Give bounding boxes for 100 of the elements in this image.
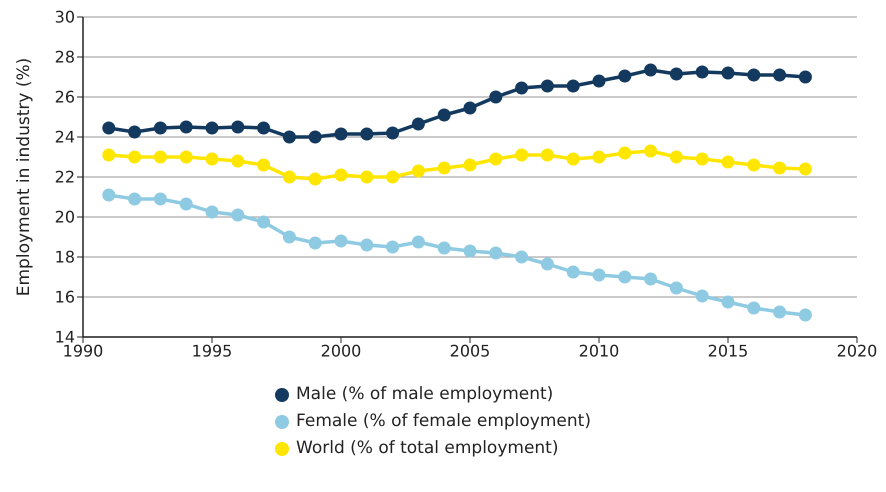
point bbox=[438, 162, 451, 174]
point bbox=[489, 90, 502, 104]
point bbox=[180, 198, 193, 210]
point bbox=[128, 126, 142, 138]
point bbox=[747, 302, 760, 314]
legend-label: Female (% of female employment) bbox=[296, 410, 591, 433]
point bbox=[592, 268, 606, 282]
point bbox=[515, 250, 528, 264]
point bbox=[257, 216, 270, 228]
point bbox=[540, 148, 554, 162]
point bbox=[644, 272, 658, 286]
x-tick-label: 2000 bbox=[320, 341, 362, 360]
point bbox=[231, 154, 244, 168]
point bbox=[696, 152, 709, 166]
point bbox=[464, 158, 476, 172]
point bbox=[438, 108, 451, 122]
point bbox=[102, 122, 116, 134]
point bbox=[618, 270, 632, 284]
point bbox=[722, 66, 734, 80]
point bbox=[747, 158, 760, 172]
point bbox=[696, 290, 709, 302]
point bbox=[386, 126, 400, 140]
point bbox=[102, 188, 116, 202]
point bbox=[360, 170, 374, 184]
point bbox=[231, 208, 244, 222]
point bbox=[670, 150, 683, 164]
point bbox=[773, 162, 786, 174]
y-tick-label: 16 bbox=[54, 288, 75, 307]
point bbox=[257, 122, 270, 134]
point bbox=[696, 66, 709, 78]
point bbox=[592, 150, 606, 164]
point bbox=[154, 150, 167, 164]
point bbox=[334, 168, 348, 182]
point bbox=[308, 236, 322, 250]
point bbox=[231, 120, 244, 134]
point bbox=[644, 64, 658, 76]
x-tick-label: 2005 bbox=[450, 341, 490, 360]
point bbox=[798, 308, 812, 322]
point bbox=[257, 158, 270, 172]
point bbox=[308, 130, 322, 144]
legend-label: Male (% of male employment) bbox=[296, 383, 554, 406]
point bbox=[180, 120, 193, 134]
point bbox=[334, 128, 348, 140]
legend-label: World (% of total employment) bbox=[296, 437, 558, 460]
point bbox=[773, 306, 786, 318]
point bbox=[618, 70, 632, 82]
point bbox=[386, 240, 400, 254]
point bbox=[438, 242, 451, 254]
point bbox=[722, 156, 734, 168]
x-tick-label: 2010 bbox=[578, 341, 620, 360]
point bbox=[412, 118, 425, 130]
point bbox=[540, 258, 554, 270]
point bbox=[334, 234, 348, 248]
point bbox=[566, 152, 580, 166]
point bbox=[670, 282, 683, 294]
point bbox=[566, 266, 580, 278]
point bbox=[592, 74, 606, 88]
point bbox=[206, 122, 218, 134]
x-tick-label: 2020 bbox=[836, 341, 878, 360]
point bbox=[154, 192, 167, 206]
y-tick-label: 30 bbox=[54, 8, 75, 27]
point bbox=[282, 130, 296, 144]
point bbox=[670, 68, 683, 80]
y-tick-label: 24 bbox=[54, 128, 75, 147]
point bbox=[102, 148, 116, 162]
y-tick-label: 20 bbox=[54, 208, 75, 227]
x-tick-label: 1995 bbox=[192, 341, 232, 360]
point bbox=[412, 164, 425, 178]
point bbox=[464, 244, 476, 258]
y-axis-title: Employment in industry (%) bbox=[14, 58, 34, 296]
y-tick-label: 26 bbox=[54, 88, 75, 107]
point bbox=[773, 68, 786, 82]
point bbox=[282, 230, 296, 244]
point bbox=[154, 122, 167, 134]
point bbox=[128, 192, 142, 206]
y-tick-label: 28 bbox=[54, 48, 75, 67]
point bbox=[464, 102, 476, 114]
point bbox=[618, 146, 632, 160]
point bbox=[515, 82, 528, 94]
point bbox=[128, 150, 142, 164]
point bbox=[282, 170, 296, 184]
point bbox=[722, 296, 734, 308]
point bbox=[206, 206, 218, 218]
point bbox=[798, 162, 812, 176]
x-tick-label: 2015 bbox=[708, 341, 748, 360]
point bbox=[206, 152, 218, 166]
point bbox=[360, 238, 374, 252]
point bbox=[515, 148, 528, 162]
point bbox=[747, 68, 760, 82]
point bbox=[308, 172, 322, 186]
point bbox=[644, 144, 658, 158]
point bbox=[412, 236, 425, 248]
point bbox=[540, 80, 554, 92]
point bbox=[180, 150, 193, 164]
point bbox=[566, 80, 580, 92]
point bbox=[489, 152, 502, 166]
point bbox=[360, 128, 374, 140]
y-tick-label: 18 bbox=[54, 248, 75, 267]
point bbox=[798, 70, 812, 84]
y-tick-label: 22 bbox=[54, 168, 75, 187]
